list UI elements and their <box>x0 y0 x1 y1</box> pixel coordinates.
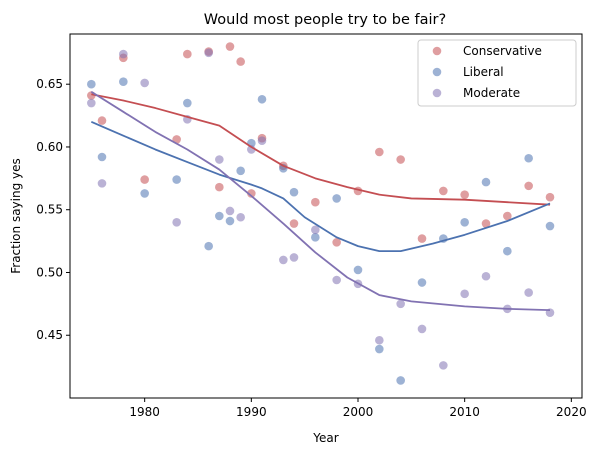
point-liberal <box>311 233 320 242</box>
trend-line-liberal <box>90 121 551 253</box>
point-moderate <box>279 255 288 265</box>
point-liberal <box>215 211 224 221</box>
legend-box <box>417 39 577 107</box>
legend-marker-conservative <box>432 46 442 56</box>
point-moderate <box>417 324 427 334</box>
point-conservative <box>396 155 405 164</box>
legend-marker-liberal <box>432 67 442 77</box>
point-liberal <box>204 241 213 251</box>
point-moderate <box>172 217 181 227</box>
trend-layer <box>90 90 551 312</box>
point-moderate <box>257 136 267 145</box>
legend-label-liberal: Liberal <box>463 65 504 79</box>
plot-frame <box>69 33 583 399</box>
x-tick-label: 2010 <box>449 405 480 419</box>
scatter-layer <box>87 42 555 385</box>
point-conservative <box>460 190 469 199</box>
trend-line-moderate <box>90 90 551 312</box>
point-conservative <box>140 175 149 184</box>
point-moderate <box>236 212 245 222</box>
point-conservative <box>545 192 555 202</box>
point-conservative <box>375 147 384 157</box>
point-conservative <box>332 238 341 247</box>
y-axis: 0.45 0.50 0.55 0.60 0.65 <box>36 77 70 342</box>
point-liberal <box>172 175 181 184</box>
point-conservative <box>236 57 245 66</box>
point-moderate <box>215 155 224 164</box>
point-moderate <box>481 271 491 281</box>
point-liberal <box>396 376 405 385</box>
point-liberal <box>524 153 533 163</box>
x-axis: 1980 1990 2000 2010 2020 <box>129 398 587 419</box>
point-conservative <box>215 182 224 192</box>
point-conservative <box>524 181 533 191</box>
point-moderate <box>311 225 320 235</box>
point-moderate <box>204 48 213 58</box>
chart-title: Would most people try to be fair? <box>204 12 446 28</box>
point-conservative <box>97 116 107 125</box>
point-moderate <box>97 179 107 188</box>
point-moderate <box>140 78 149 88</box>
point-liberal <box>225 216 235 226</box>
point-moderate <box>439 361 448 370</box>
y-tick-label: 0.50 <box>36 265 63 279</box>
point-conservative <box>225 42 235 51</box>
point-moderate <box>460 289 469 299</box>
point-moderate <box>375 335 384 345</box>
y-tick-label: 0.65 <box>36 77 63 91</box>
point-liberal <box>87 79 96 89</box>
point-liberal <box>183 98 192 108</box>
y-tick-label: 0.55 <box>36 203 63 217</box>
x-axis-label: Year <box>312 431 338 445</box>
point-conservative <box>481 219 491 228</box>
point-liberal <box>97 152 107 162</box>
point-liberal <box>119 77 128 86</box>
point-liberal <box>460 217 469 227</box>
point-liberal <box>545 221 555 231</box>
point-liberal <box>140 189 149 198</box>
y-axis-label: Fraction saying yes <box>9 158 23 274</box>
trend-line-conservative <box>91 93 551 206</box>
point-conservative <box>417 234 427 243</box>
point-moderate <box>225 206 235 216</box>
legend-label-moderate: Moderate <box>463 86 520 100</box>
point-moderate <box>332 275 341 285</box>
point-conservative <box>503 211 512 221</box>
point-liberal <box>289 187 299 197</box>
y-tick-label: 0.60 <box>36 140 63 154</box>
legend-marker-moderate <box>432 88 442 98</box>
x-tick-label: 2020 <box>556 405 587 419</box>
point-liberal <box>353 265 363 275</box>
point-moderate <box>87 98 96 108</box>
legend: Conservative Liberal Moderate <box>417 39 577 107</box>
point-liberal <box>481 177 491 187</box>
point-moderate <box>396 299 405 309</box>
point-liberal <box>257 94 267 104</box>
point-conservative <box>311 197 320 207</box>
x-tick-label: 1980 <box>129 405 160 419</box>
point-moderate <box>119 49 128 59</box>
x-tick-label: 2000 <box>343 405 374 419</box>
legend-label-conservative: Conservative <box>463 44 542 58</box>
point-conservative <box>183 49 192 59</box>
point-liberal <box>417 278 427 287</box>
point-liberal <box>375 344 384 354</box>
point-liberal <box>503 246 512 256</box>
y-tick-label: 0.45 <box>36 328 63 342</box>
point-liberal <box>332 194 341 203</box>
point-conservative <box>289 219 299 228</box>
point-moderate <box>524 288 533 297</box>
point-conservative <box>439 186 448 196</box>
point-moderate <box>289 253 299 262</box>
x-tick-label: 1990 <box>236 405 267 419</box>
point-conservative <box>247 189 256 198</box>
point-liberal <box>236 166 245 176</box>
